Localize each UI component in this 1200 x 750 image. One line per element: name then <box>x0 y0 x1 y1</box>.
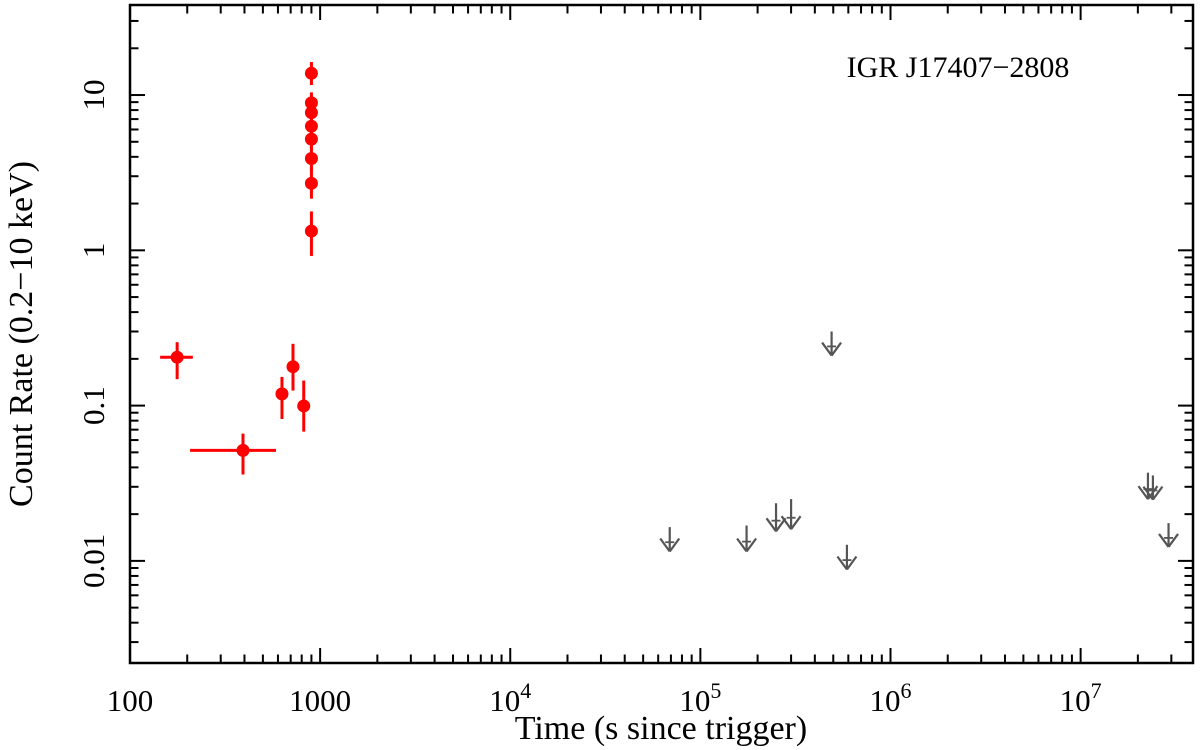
y-tick-label: 0.1 <box>76 386 111 425</box>
data-point <box>304 224 318 238</box>
x-tick-label: 100 <box>107 683 154 718</box>
arrowhead-right <box>668 537 681 553</box>
upper-limit-arrow <box>1142 475 1164 501</box>
x-axis-title: Time (s since trigger) <box>515 710 807 747</box>
data-point <box>236 443 250 457</box>
y-axis-title: Count Rate (0.2−10 keV) <box>3 161 40 507</box>
upper-limit-arrow <box>1137 472 1159 500</box>
data-point <box>304 96 318 110</box>
data-point <box>304 176 318 190</box>
arrowhead-right <box>1152 485 1164 501</box>
x-tick-label: 106 <box>869 678 911 718</box>
x-tick-label: 107 <box>1060 678 1102 718</box>
arrowhead-left <box>836 555 848 571</box>
upper-limit-arrow <box>780 499 802 530</box>
x-tick-label: 1000 <box>289 683 351 718</box>
y-tick-label: 0.01 <box>76 534 111 588</box>
data-point <box>304 132 318 146</box>
data-point <box>170 350 184 364</box>
data-point <box>304 119 318 133</box>
arrowhead-left <box>1142 485 1154 501</box>
data-point <box>286 360 300 374</box>
y-tick-label: 10 <box>76 80 111 111</box>
arrowhead-right <box>1167 533 1179 548</box>
arrowhead-left <box>1137 485 1149 500</box>
data-point <box>304 66 318 80</box>
arrowhead-left <box>736 537 748 553</box>
arrowhead-right <box>790 515 802 530</box>
axis-ticks <box>129 5 1193 663</box>
upper-limit-arrow <box>836 544 858 571</box>
arrowhead-left <box>1158 533 1170 548</box>
arrowhead-right <box>846 555 858 571</box>
data-point <box>304 106 318 120</box>
upper-limit-arrow <box>821 331 842 357</box>
source-name-label: IGR J17407−2808 <box>847 51 1070 84</box>
data-point <box>304 152 318 166</box>
x-tick-label: 104 <box>489 678 531 718</box>
arrowhead-right <box>830 341 842 357</box>
arrowhead-left <box>659 537 671 553</box>
axis-tick-labels: 100 1000 104 105 106 107 0.01 0.1 1 10 <box>76 80 1102 718</box>
data-series <box>160 62 1179 571</box>
upper-limit-arrow <box>659 527 681 553</box>
data-point <box>275 387 289 401</box>
arrowhead-left <box>780 515 792 530</box>
arrowhead-left <box>765 517 777 532</box>
y-tick-label: 1 <box>76 243 111 258</box>
arrowhead-left <box>821 341 833 357</box>
upper-limit-arrow <box>736 525 757 553</box>
data-point <box>297 399 311 413</box>
upper-limit-arrow <box>1158 523 1179 548</box>
plot-frame <box>128 3 1195 665</box>
x-tick-label: 105 <box>679 678 721 718</box>
arrowhead-right <box>745 537 757 553</box>
